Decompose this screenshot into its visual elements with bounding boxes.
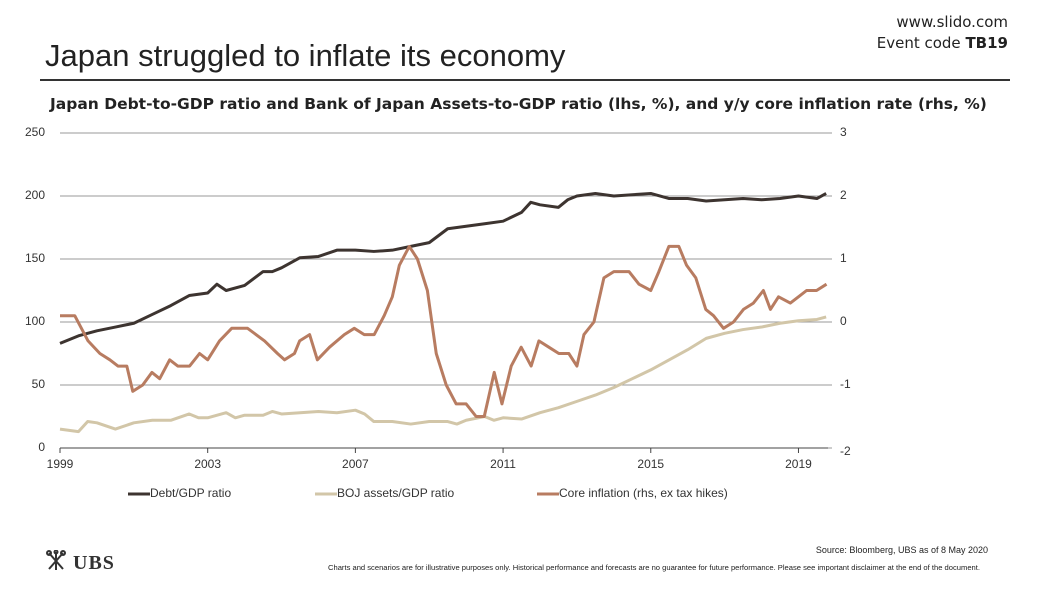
y-tick-label: 200 bbox=[25, 188, 45, 202]
slide-title: Japan struggled to inflate its economy bbox=[45, 38, 566, 73]
x-tick-label: 2019 bbox=[785, 457, 812, 471]
x-tick-label: 2007 bbox=[342, 457, 369, 471]
y-tick-label: 100 bbox=[25, 314, 45, 328]
y-tick-label: 0 bbox=[38, 440, 45, 454]
y2-tick-label: 1 bbox=[840, 251, 847, 265]
data-line bbox=[59, 315, 827, 434]
event-code-line: Event code TB19 bbox=[877, 33, 1008, 54]
disclaimer: Charts and scenarios are for illustrativ… bbox=[328, 563, 980, 572]
event-code-label: Event code bbox=[876, 34, 961, 52]
y2-tick-label: -2 bbox=[840, 444, 851, 458]
x-tick-label: 2015 bbox=[637, 457, 664, 471]
x-tick-label: 2003 bbox=[194, 457, 221, 471]
data-line bbox=[59, 191, 827, 345]
slido-url: www.slido.com bbox=[896, 13, 1008, 31]
legend-label: Core inflation (rhs, ex tax hikes) bbox=[559, 486, 728, 500]
y2-tick-label: 0 bbox=[840, 314, 847, 328]
y-tick-label: 250 bbox=[25, 125, 45, 139]
logo: UBS bbox=[45, 549, 115, 575]
logo-keys bbox=[46, 549, 66, 570]
x-tick-label: 2011 bbox=[490, 457, 516, 471]
y2-tick-label: 3 bbox=[840, 125, 847, 139]
x-tick-label: 1999 bbox=[47, 457, 74, 471]
y-tick-label: 150 bbox=[25, 251, 45, 265]
legend-label: Debt/GDP ratio bbox=[150, 486, 231, 500]
source-note: Source: Bloomberg, UBS as of 8 May 2020 bbox=[815, 545, 988, 555]
y2-tick-label: 2 bbox=[840, 188, 847, 202]
legend-label: BOJ assets/GDP ratio bbox=[337, 486, 454, 500]
y2-tick-label: -1 bbox=[840, 377, 851, 391]
header-rule bbox=[40, 79, 1010, 81]
chart-background bbox=[0, 118, 1056, 518]
event-code: TB19 bbox=[965, 34, 1008, 52]
chart-title: Japan Debt-to-GDP ratio and Bank of Japa… bbox=[50, 95, 987, 113]
data-line bbox=[60, 244, 828, 418]
slido-info: www.slido.com Event code TB19 bbox=[877, 12, 1008, 54]
logo-text: UBS bbox=[73, 552, 115, 574]
y-tick-label: 50 bbox=[32, 377, 46, 391]
